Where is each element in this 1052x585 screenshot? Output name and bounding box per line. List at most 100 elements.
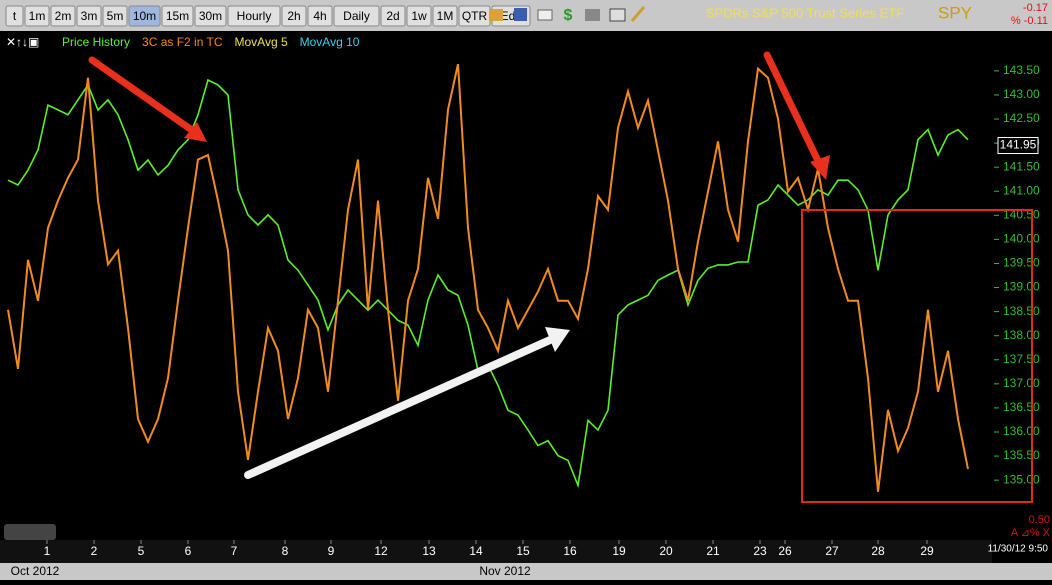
x-tick-label: 15	[516, 544, 530, 558]
x-tick-label: 28	[871, 544, 885, 558]
toolbar-button-label[interactable]: 4h	[313, 9, 326, 23]
y-tick-label: 140.50	[1003, 208, 1040, 222]
x-axis-band	[0, 540, 992, 563]
toolbar-button-label[interactable]: 2m	[55, 9, 72, 23]
toolbar-button[interactable]	[227, 5, 281, 27]
x-tick-label: 1	[44, 544, 51, 558]
y-tick-label: 137.00	[1003, 376, 1040, 390]
toolbar-button[interactable]	[406, 5, 432, 27]
change: -0.17	[1023, 2, 1048, 14]
month-label: Oct 2012	[11, 564, 60, 578]
lower-icons: A ⊿% X	[1011, 527, 1051, 539]
legend-entry[interactable]: MovAvg 5	[235, 35, 288, 49]
timestamp: 11/30/12 9:50	[988, 544, 1049, 555]
symbol-title: SPDRs S&P 500 Trust Series ETF	[706, 5, 904, 20]
toolbar-button[interactable]	[194, 5, 227, 27]
x-tick-label: 9	[328, 544, 335, 558]
toolbar-button[interactable]	[128, 5, 161, 27]
y-tick-label: 137.50	[1003, 352, 1040, 366]
toolbar-button-label[interactable]: 1m	[29, 9, 46, 23]
toolbar-button-label[interactable]: 1w	[411, 9, 427, 23]
toolbar-button[interactable]	[50, 5, 76, 27]
price-tag	[997, 137, 1039, 155]
toolbar-button[interactable]	[307, 5, 333, 27]
x-tick-label: 12	[374, 544, 388, 558]
y-tick-label: 138.00	[1003, 328, 1040, 342]
x-tick-label: 19	[612, 544, 626, 558]
x-tick-label: 21	[706, 544, 720, 558]
y-tick-label: 142.50	[1003, 111, 1040, 125]
icon-dollar[interactable]: $	[564, 7, 573, 24]
icon-pencil[interactable]	[630, 6, 646, 22]
toolbar-button-label[interactable]: 5m	[107, 9, 124, 23]
y-tick-label: 139.50	[1003, 256, 1040, 270]
toolbar-button-label[interactable]: 2h	[287, 9, 300, 23]
x-tick-label: 27	[825, 544, 839, 558]
y-tick-label: 140.00	[1003, 232, 1040, 246]
y-tick-label: 138.50	[1003, 304, 1040, 318]
legend-icons: ✕↑↓▣	[6, 35, 39, 49]
toolbar-button-label[interactable]: t	[13, 9, 17, 23]
change-pct: % -0.11	[1011, 15, 1048, 27]
toolbar-button-label[interactable]: 30m	[199, 9, 222, 23]
arrow-head	[184, 122, 207, 142]
month-label: Nov 2012	[479, 564, 531, 578]
toolbar-button-label[interactable]: 3m	[81, 9, 98, 23]
x-tick-label: 6	[185, 544, 192, 558]
toolbar-button-label[interactable]: 1M	[437, 9, 454, 23]
legend-entry[interactable]: Price History	[62, 35, 130, 49]
toolbar-button[interactable]	[281, 5, 307, 27]
toolbar-button-label[interactable]: QTR	[462, 9, 488, 23]
toolbar-button[interactable]	[161, 5, 194, 27]
icon-open[interactable]	[489, 9, 503, 21]
toolbar-button-label[interactable]: 2d	[386, 9, 399, 23]
y-tick-label: 136.00	[1003, 424, 1040, 438]
x-tick-label: 20	[659, 544, 673, 558]
toolbar-button-label[interactable]: Daily	[343, 9, 370, 23]
x-tick-label: 29	[920, 544, 934, 558]
toolbar-button-label[interactable]: Hourly	[237, 9, 272, 23]
x-tick-label: 13	[422, 544, 436, 558]
x-tick-label: 8	[282, 544, 289, 558]
toolbar-button[interactable]	[432, 5, 458, 27]
toolbar-buttons: t 1m 2m 3m 5m 10m 15m 30m Hourly 2h 4h Daily 2d 1w 1M Q…	[5, 5, 531, 27]
x-tick-label: 2	[91, 544, 98, 558]
arrow-head	[810, 155, 830, 180]
toolbar-icons: $	[489, 6, 646, 24]
month-strip	[0, 563, 1052, 580]
lower-value: 0.50	[1029, 514, 1050, 526]
icon-keyboard[interactable]	[609, 8, 626, 22]
y-tick-label: 135.50	[1003, 448, 1040, 462]
legend-entry[interactable]: 3C as F2 in TC	[142, 35, 223, 49]
icon-mail[interactable]	[537, 9, 553, 21]
highlight-box	[801, 209, 1033, 503]
symbol: SPY	[938, 3, 972, 22]
toolbar-button[interactable]	[380, 5, 406, 27]
legend-entry[interactable]: MovAvg 10	[300, 35, 360, 49]
y-tick-label: 143.50	[1003, 63, 1040, 77]
y-tick-label: 143.00	[1003, 87, 1040, 101]
x-tick-label: 5	[138, 544, 145, 558]
y-tick-label: 136.50	[1003, 400, 1040, 414]
arrow-red	[88, 56, 200, 137]
toolbar-button[interactable]	[102, 5, 128, 27]
arrow-red	[763, 51, 824, 169]
x-tick-label: 14	[469, 544, 483, 558]
toolbar-button-label[interactable]: 15m	[166, 9, 189, 23]
icon-save[interactable]	[514, 8, 527, 21]
y-tick-label: 139.00	[1003, 280, 1040, 294]
scroll-handle[interactable]	[4, 524, 56, 540]
icon-print[interactable]	[585, 9, 600, 21]
toolbar-button[interactable]	[333, 5, 380, 27]
arrow-white	[244, 336, 554, 479]
price-tag-label: 141.95	[1000, 138, 1037, 152]
toolbar-button-label[interactable]: 10m	[133, 9, 156, 23]
x-tick-label: 23	[753, 544, 767, 558]
arrow-head	[545, 327, 570, 352]
toolbar-button[interactable]	[5, 5, 24, 27]
toolbar-button[interactable]	[24, 5, 50, 27]
x-tick-label: 26	[778, 544, 792, 558]
toolbar-button[interactable]	[76, 5, 102, 27]
